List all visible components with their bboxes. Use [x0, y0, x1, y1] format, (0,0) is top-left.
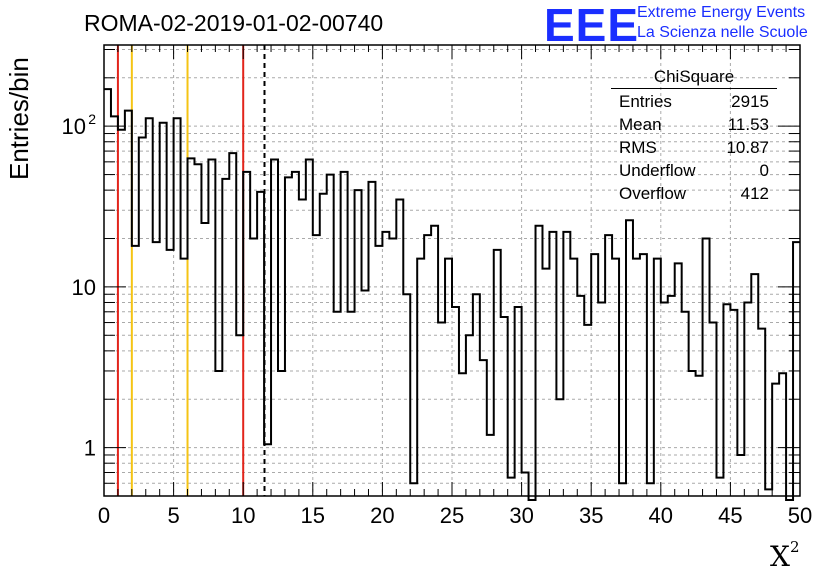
stats-title: ChiSquare	[611, 67, 777, 89]
y-tick-exponent: 2	[88, 111, 96, 127]
stats-value: 412	[740, 184, 769, 203]
chart-title: ROMA-02-2019-01-02-00740	[84, 10, 384, 36]
x-axis-label: X2	[770, 537, 800, 573]
stats-value: 0	[759, 161, 769, 180]
y-tick-label: 10	[62, 114, 86, 139]
stats-label: RMS	[619, 138, 657, 157]
stats-row-entries: Entries 2915	[611, 90, 777, 113]
stats-label: Underflow	[619, 161, 696, 180]
stats-value: 10.87	[726, 138, 769, 157]
stats-value: 2915	[731, 92, 769, 111]
logo-line-2: La Scienza nelle Scuole	[637, 24, 808, 41]
x-tick-label: 20	[370, 503, 394, 528]
stats-label: Entries	[619, 92, 672, 111]
x-tick-label: 30	[509, 503, 533, 528]
stats-label: Mean	[619, 115, 662, 134]
histogram-outline	[104, 88, 800, 501]
y-tick-label: 10	[72, 275, 96, 300]
x-tick-label: 45	[718, 503, 742, 528]
x-axis-label-base: X	[770, 540, 790, 573]
x-tick-label: 5	[167, 503, 179, 528]
stats-row-mean: Mean 11.53	[611, 113, 777, 136]
y-axis-label: Entries/bin	[4, 57, 34, 180]
axis-ticks	[103, 45, 801, 497]
x-tick-label: 40	[649, 503, 673, 528]
x-tick-label: 25	[440, 503, 464, 528]
x-tick-label: 0	[98, 503, 110, 528]
x-tick-label: 35	[579, 503, 603, 528]
x-axis-label-superscript: 2	[789, 537, 800, 556]
stats-row-underflow: Underflow 0	[611, 159, 777, 182]
stats-label: Overflow	[619, 184, 687, 203]
x-tick-label: 15	[301, 503, 325, 528]
x-tick-label: 50	[788, 503, 812, 528]
grid	[104, 45, 800, 497]
y-tick-label: 1	[84, 436, 96, 461]
stats-row-overflow: Overflow 412	[611, 182, 777, 205]
logo-line-1: Extreme Energy Events	[637, 4, 806, 21]
stats-row-rms: RMS 10.87	[611, 136, 777, 159]
eee-logo: EEE	[544, 0, 640, 51]
x-tick-label: 10	[231, 503, 255, 528]
stats-box: ChiSquare Entries 2915 Mean 11.53 RMS 10.87…	[611, 67, 777, 205]
stats-value: 11.53	[727, 115, 769, 134]
